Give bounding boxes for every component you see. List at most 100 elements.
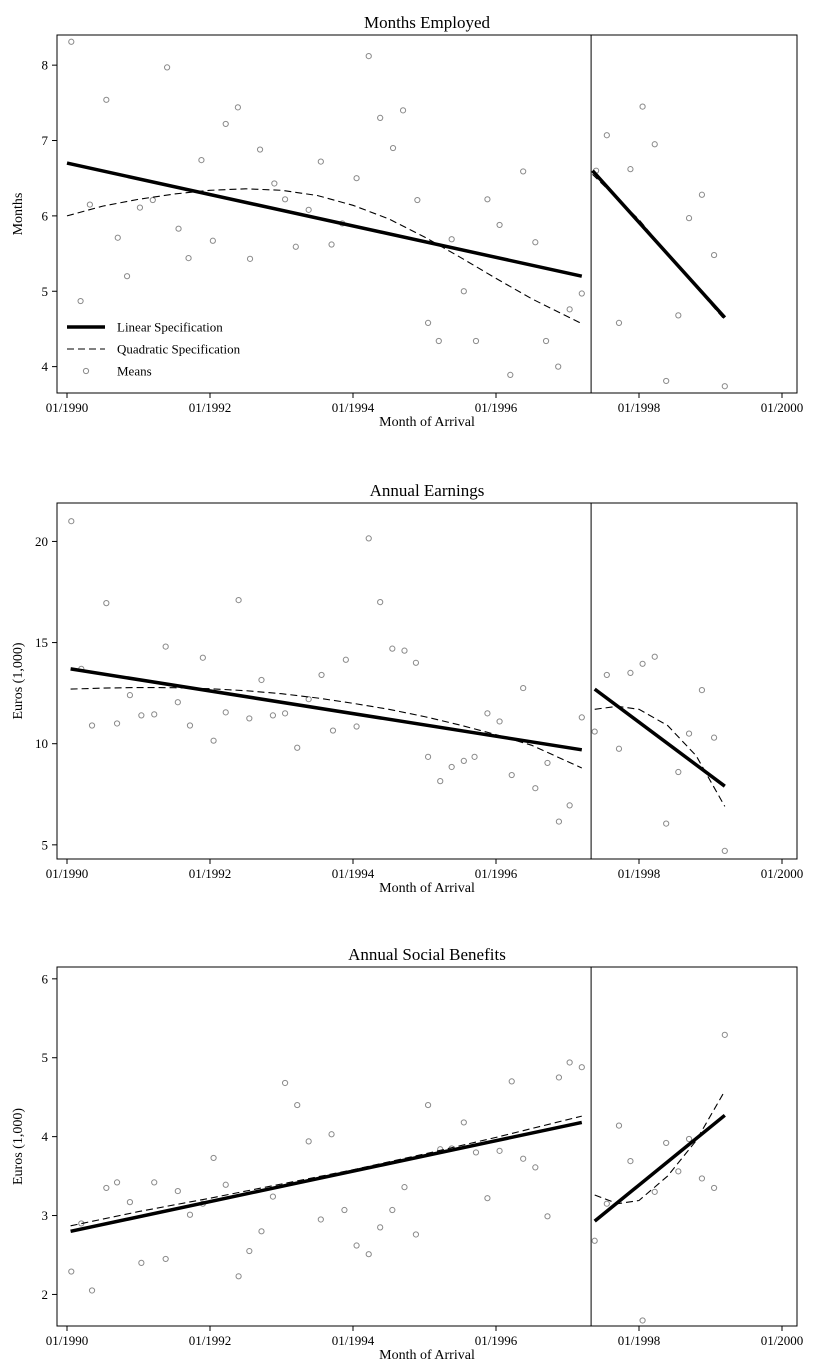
mean-point xyxy=(222,1181,229,1188)
x-tick-label: 01/1998 xyxy=(618,866,661,881)
mean-point xyxy=(663,1139,670,1147)
mean-point xyxy=(103,96,110,103)
mean-point xyxy=(721,847,728,855)
mean-point xyxy=(520,168,527,175)
mean-point xyxy=(235,596,242,604)
mean-point xyxy=(532,785,539,792)
mean-point xyxy=(294,744,301,751)
mean-point xyxy=(508,1078,515,1085)
mean-point xyxy=(520,1155,527,1162)
quadratic-fit-line xyxy=(70,1115,582,1227)
linear-fit-line xyxy=(66,161,583,278)
x-tick-label: 01/1994 xyxy=(332,400,375,415)
mean-point xyxy=(412,659,420,666)
mean-point xyxy=(698,687,706,694)
mean-point xyxy=(317,158,324,165)
mean-point xyxy=(318,671,325,679)
mean-point xyxy=(544,1213,551,1220)
mean-point xyxy=(138,1259,145,1266)
means-series xyxy=(68,1031,728,1324)
mean-point xyxy=(496,718,503,725)
mean-point xyxy=(627,166,634,173)
mean-point xyxy=(353,1242,360,1249)
mean-point xyxy=(174,699,181,706)
x-tick-label: 01/1996 xyxy=(475,400,518,415)
mean-point xyxy=(710,1184,718,1192)
mean-point xyxy=(472,1149,480,1156)
quadratic-fit-line xyxy=(66,188,583,325)
chart-title: Annual Social Benefits xyxy=(348,945,506,964)
y-tick-label: 10 xyxy=(35,736,48,751)
y-tick-label: 3 xyxy=(42,1208,49,1223)
mean-point xyxy=(615,745,623,752)
mean-point xyxy=(460,757,467,764)
y-axis-title: Euros (1,000) xyxy=(11,642,26,719)
mean-point xyxy=(174,1187,181,1195)
mean-point xyxy=(710,734,718,741)
y-tick-label: 7 xyxy=(42,133,49,148)
x-tick-label: 01/1992 xyxy=(189,866,232,881)
mean-point xyxy=(138,712,145,719)
mean-point xyxy=(532,1164,539,1171)
chart-panel-2: Annual Earnings 01/1990 01/1992 01/1994 01/1… xyxy=(11,481,803,896)
linear-fit-line xyxy=(70,667,583,752)
legend-label: Linear Specification xyxy=(117,320,223,335)
linear-fit-line xyxy=(70,1120,583,1234)
mean-point xyxy=(484,1195,491,1202)
mean-point xyxy=(639,660,646,667)
mean-point xyxy=(651,653,658,660)
mean-point xyxy=(103,1184,110,1192)
mean-point xyxy=(151,1179,158,1186)
x-tick-label: 01/2000 xyxy=(761,866,804,881)
chart-title: Months Employed xyxy=(364,13,491,32)
mean-point xyxy=(136,204,144,211)
mean-point xyxy=(651,1188,658,1195)
y-tick-label: 4 xyxy=(42,1129,49,1144)
mean-point xyxy=(246,255,254,262)
mean-point xyxy=(496,1147,503,1154)
mean-point xyxy=(162,1255,169,1263)
mean-point xyxy=(258,676,265,684)
mean-point xyxy=(471,753,478,760)
mean-point xyxy=(472,337,480,345)
mean-point xyxy=(377,599,384,606)
mean-point xyxy=(246,1247,253,1255)
mean-point xyxy=(88,1287,96,1294)
mean-point xyxy=(663,377,670,385)
mean-point xyxy=(292,243,299,250)
mean-point xyxy=(281,1079,289,1087)
mean-point xyxy=(532,239,539,246)
x-tick-label: 01/1994 xyxy=(332,1333,375,1348)
mean-point xyxy=(341,1206,348,1214)
legend-label: Means xyxy=(117,364,152,379)
x-tick-label: 01/2000 xyxy=(761,1333,804,1348)
mean-point xyxy=(294,1101,301,1109)
y-axis-title: Months xyxy=(11,193,26,236)
mean-point xyxy=(578,714,585,721)
y-tick-label: 15 xyxy=(35,635,48,650)
y-tick-label: 8 xyxy=(42,58,49,73)
x-tick-label: 01/1996 xyxy=(475,866,518,881)
mean-point xyxy=(209,237,216,244)
mean-point xyxy=(555,818,563,825)
x-tick-label: 01/1994 xyxy=(332,866,375,881)
mean-point xyxy=(149,196,156,204)
mean-point xyxy=(555,363,562,370)
mean-point xyxy=(685,1135,693,1143)
mean-point xyxy=(615,1122,623,1129)
mean-point xyxy=(685,730,693,737)
mean-point xyxy=(269,712,277,719)
x-tick-label: 01/1996 xyxy=(475,1333,518,1348)
mean-point xyxy=(77,297,84,305)
mean-point xyxy=(68,1268,75,1275)
mean-point xyxy=(377,1224,384,1231)
mean-point xyxy=(424,319,432,327)
mean-point xyxy=(234,104,241,111)
mean-point xyxy=(113,720,121,727)
mean-point xyxy=(663,820,670,827)
mean-point xyxy=(544,759,551,767)
mean-point xyxy=(437,778,444,785)
mean-point xyxy=(185,254,192,262)
mean-point xyxy=(685,215,693,222)
x-tick-label: 01/1990 xyxy=(46,866,89,881)
